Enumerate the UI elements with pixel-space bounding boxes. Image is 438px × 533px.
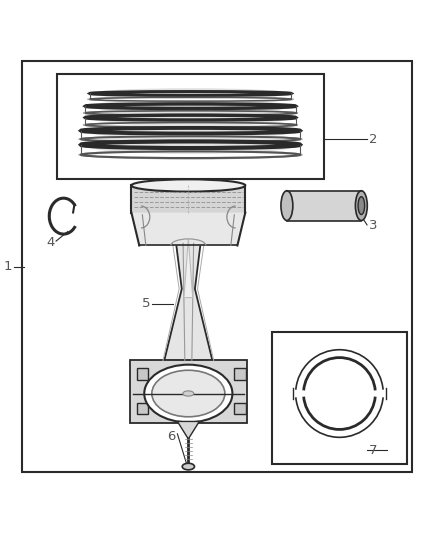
Ellipse shape [79, 150, 302, 159]
Bar [287, 191, 361, 221]
Polygon shape [131, 213, 245, 246]
Text: 1: 1 [4, 260, 12, 273]
Polygon shape [164, 243, 212, 361]
Ellipse shape [85, 100, 296, 112]
Text: 7: 7 [369, 444, 377, 457]
Text: 3: 3 [369, 219, 377, 232]
Ellipse shape [83, 110, 298, 116]
Ellipse shape [85, 111, 296, 124]
Ellipse shape [144, 365, 233, 422]
Ellipse shape [152, 370, 225, 417]
Ellipse shape [88, 97, 293, 102]
Bar [57, 74, 324, 179]
Bar [22, 61, 412, 472]
Bar [131, 185, 245, 213]
Ellipse shape [81, 123, 300, 139]
Bar [234, 402, 246, 414]
Ellipse shape [90, 88, 291, 99]
Bar [137, 402, 148, 414]
Text: 5: 5 [142, 297, 151, 310]
Bar [272, 332, 407, 464]
Ellipse shape [281, 191, 293, 221]
Bar [130, 360, 247, 423]
Text: 6: 6 [167, 430, 175, 442]
Ellipse shape [358, 197, 364, 215]
Text: 2: 2 [369, 133, 377, 146]
Ellipse shape [83, 122, 298, 128]
Ellipse shape [131, 179, 245, 191]
Bar [234, 368, 246, 379]
Ellipse shape [79, 135, 302, 143]
Polygon shape [177, 422, 199, 439]
Ellipse shape [81, 135, 300, 154]
Text: 4: 4 [46, 236, 54, 249]
Ellipse shape [355, 191, 367, 221]
Bar [137, 368, 148, 379]
Ellipse shape [183, 391, 194, 396]
Ellipse shape [182, 463, 194, 470]
Polygon shape [184, 239, 193, 297]
